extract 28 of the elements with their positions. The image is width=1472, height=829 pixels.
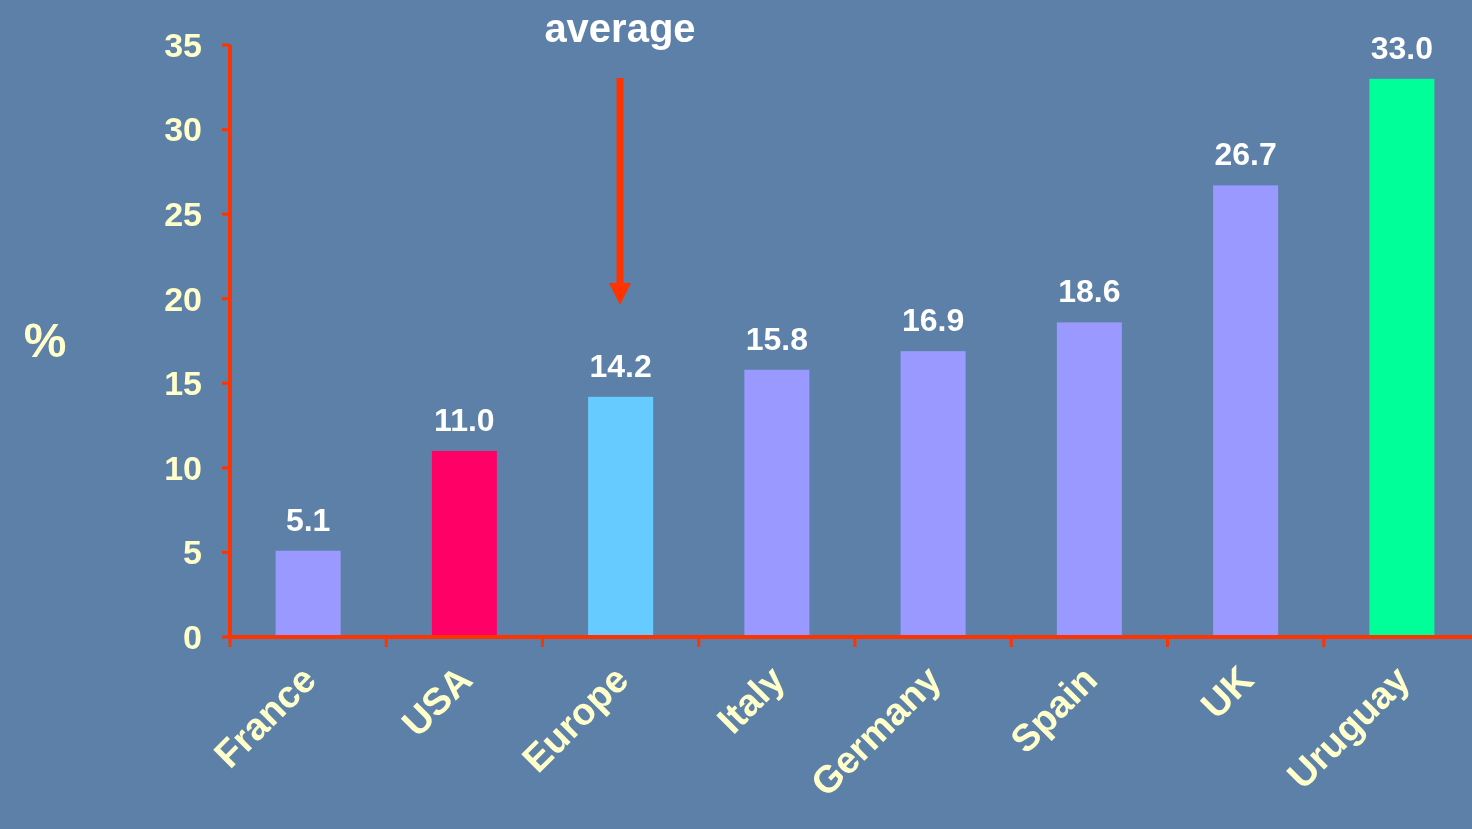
bar [431, 450, 497, 637]
data-label: 26.7 [1214, 136, 1277, 173]
bar [1056, 322, 1122, 637]
data-label: 5.1 [285, 501, 331, 538]
data-label: 15.8 [745, 320, 809, 357]
bar [1369, 78, 1435, 637]
bar [900, 351, 966, 637]
y-tick-label: 5 [183, 533, 202, 572]
x-tick-label: USA [393, 657, 481, 745]
y-tick-label: 15 [164, 364, 202, 403]
data-label: 16.9 [901, 302, 965, 339]
y-tick-label: 0 [183, 617, 202, 656]
y-tick-label: 20 [164, 279, 202, 318]
y-tick-label: 25 [164, 195, 202, 234]
x-tick-label: UK [1192, 657, 1262, 727]
bar [1213, 185, 1279, 637]
bar [744, 369, 810, 637]
bar [588, 396, 654, 637]
data-label: 18.6 [1058, 273, 1121, 310]
data-label: 33.0 [1370, 29, 1434, 66]
data-label: 11.0 [434, 401, 495, 438]
bar [275, 550, 341, 637]
data-label: 14.2 [589, 347, 652, 384]
y-tick-label: 10 [164, 448, 202, 487]
y-axis-title: % [23, 313, 67, 367]
y-tick-label: 30 [164, 110, 202, 149]
annotation: average [544, 6, 696, 50]
y-tick-label: 35 [164, 25, 202, 64]
